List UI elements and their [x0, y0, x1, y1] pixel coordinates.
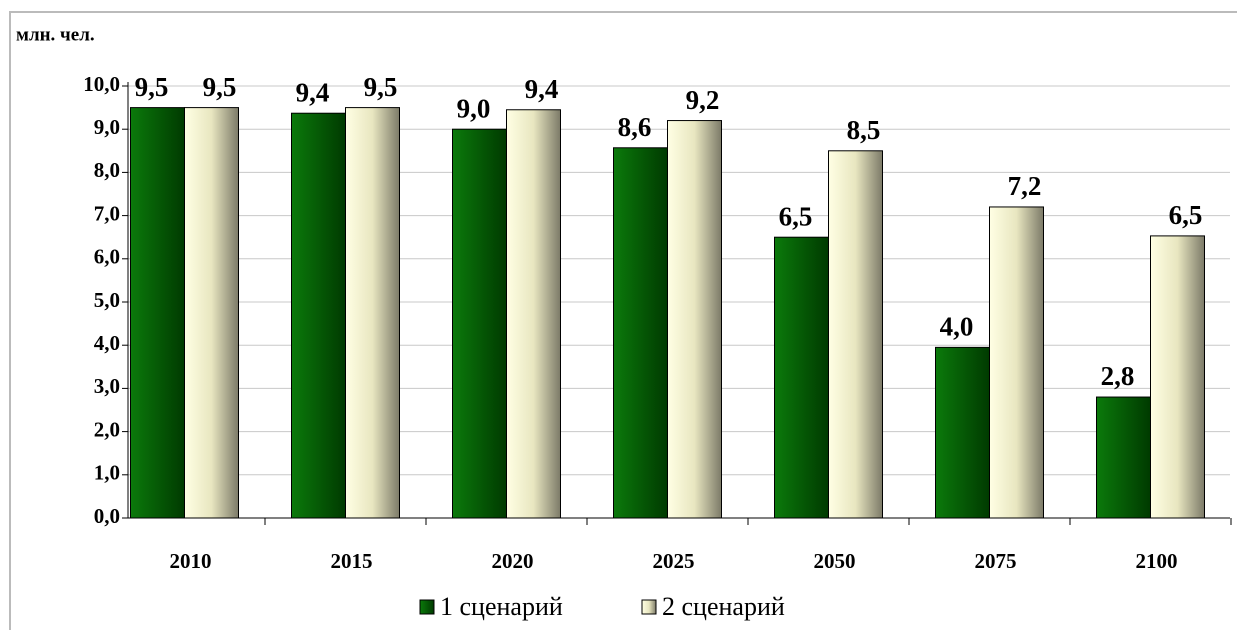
value-label: 9,4 [525, 74, 559, 104]
value-label: 2,8 [1101, 361, 1135, 391]
value-label: 9,0 [457, 93, 491, 123]
legend-label: 1 сценарий [440, 592, 563, 621]
x-tick-label: 2015 [331, 549, 373, 573]
x-tick-label: 2025 [653, 549, 695, 573]
x-tick-label: 2075 [975, 549, 1017, 573]
x-tick-label: 2050 [814, 549, 856, 573]
bar [828, 150, 883, 519]
bar [1096, 396, 1151, 519]
value-label: 8,5 [847, 115, 881, 145]
frame [9, 11, 1237, 630]
y-tick-label: 9,0 [94, 115, 120, 139]
value-label: 8,6 [618, 112, 652, 142]
bar [667, 120, 722, 519]
value-label: 4,0 [940, 312, 974, 342]
y-tick-label: 0,0 [94, 504, 120, 528]
y-tick-label: 7,0 [94, 201, 120, 225]
x-tick-label: 2020 [492, 549, 534, 573]
bar [291, 112, 346, 519]
bar [613, 147, 668, 519]
bar [184, 107, 239, 519]
y-tick-label: 6,0 [94, 245, 120, 269]
y-tick-label: 2,0 [94, 417, 120, 441]
x-tick-label: 2010 [170, 549, 212, 573]
bar [452, 128, 507, 519]
legend-label: 2 сценарий [662, 592, 785, 621]
bar [935, 346, 990, 519]
x-tick-label: 2100 [1136, 549, 1178, 573]
y-tick-label: 5,0 [94, 288, 120, 312]
y-axis-label: млн. чел. [16, 24, 95, 45]
value-label: 6,5 [1169, 200, 1203, 230]
value-label: 6,5 [779, 201, 813, 231]
legend-swatch [419, 599, 435, 615]
bar [774, 236, 829, 519]
value-label: 9,5 [364, 72, 398, 102]
value-label: 9,2 [686, 85, 720, 115]
bar [506, 109, 561, 519]
y-tick-label: 10,0 [83, 72, 120, 96]
legend-swatch [641, 599, 657, 615]
bar [130, 107, 185, 519]
bar [1150, 235, 1205, 519]
y-tick-label: 4,0 [94, 331, 120, 355]
bar [989, 206, 1044, 519]
value-label: 7,2 [1008, 171, 1042, 201]
y-tick-label: 8,0 [94, 158, 120, 182]
value-label: 9,4 [296, 77, 330, 107]
bar [345, 107, 400, 519]
y-tick-label: 3,0 [94, 374, 120, 398]
y-tick-label: 1,0 [94, 461, 120, 485]
value-label: 9,5 [203, 72, 237, 102]
value-label: 9,5 [135, 72, 169, 102]
